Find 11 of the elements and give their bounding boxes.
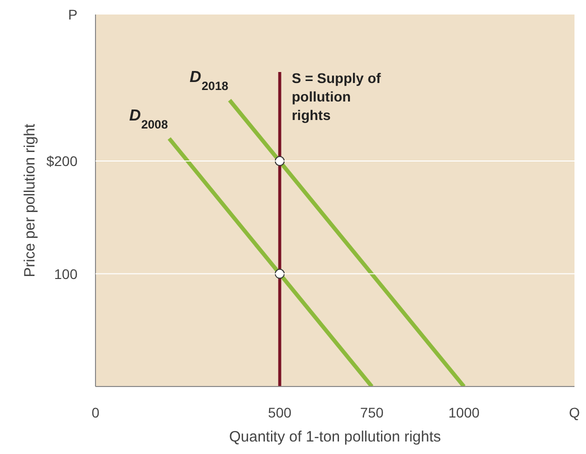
series-label: S = Supply of pollution rights [292,70,382,123]
x-axis-title: Quantity of 1-ton pollution rights [229,428,441,446]
y-tick-label: P [68,6,78,22]
x-tick-label: Q [569,404,580,420]
y-tick-label: $200 [46,153,78,170]
x-tick-label: 500 [268,404,292,420]
x-tick-label: 0 [92,404,100,420]
x-tick-label: 1000 [448,404,480,420]
x-tick-label: 750 [360,404,384,420]
y-tick-label: 100 [54,266,78,282]
y-axis-title: Price per pollution right [21,122,38,278]
